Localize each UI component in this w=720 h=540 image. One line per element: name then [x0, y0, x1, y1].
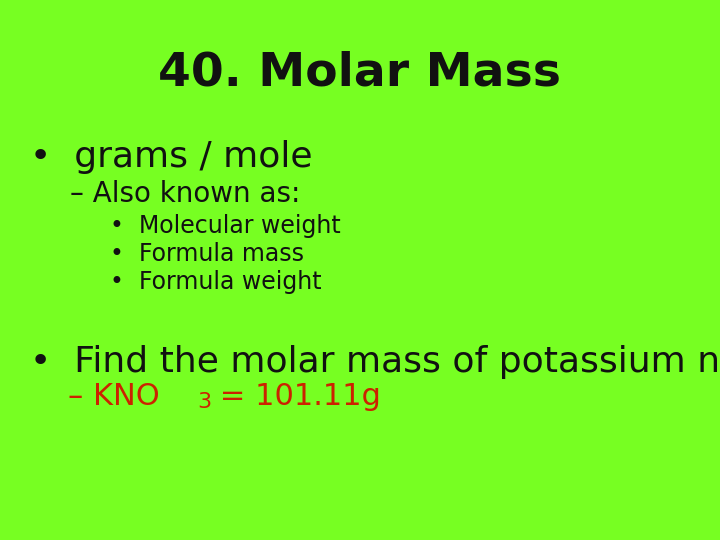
Text: •  Find the molar mass of potassium nitrate?: • Find the molar mass of potassium nitra… — [30, 345, 720, 379]
Text: = 101.11g: = 101.11g — [210, 382, 381, 411]
Text: •  Formula mass: • Formula mass — [110, 242, 304, 266]
Text: – KNO: – KNO — [68, 382, 160, 411]
Text: – Also known as:: – Also known as: — [70, 180, 300, 208]
Text: •  grams / mole: • grams / mole — [30, 140, 312, 174]
Text: •  Formula weight: • Formula weight — [110, 270, 322, 294]
Text: 3: 3 — [197, 392, 211, 412]
Text: 40. Molar Mass: 40. Molar Mass — [158, 50, 562, 95]
Text: •  Molecular weight: • Molecular weight — [110, 214, 341, 238]
